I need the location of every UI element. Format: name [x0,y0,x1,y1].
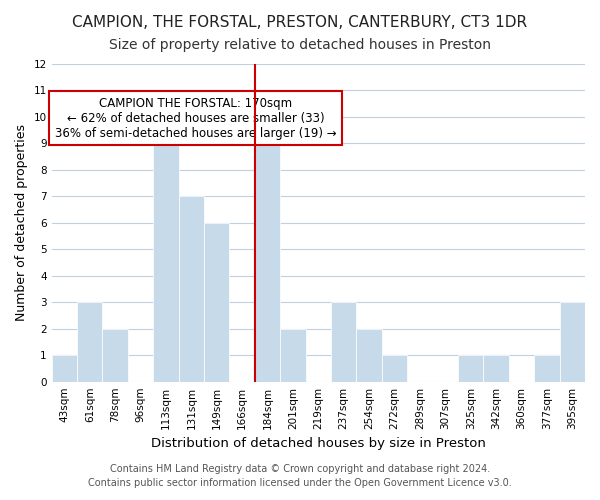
Bar [179,196,204,382]
Bar [77,302,103,382]
Text: CAMPION THE FORSTAL: 170sqm
← 62% of detached houses are smaller (33)
36% of sem: CAMPION THE FORSTAL: 170sqm ← 62% of det… [55,96,337,140]
Text: CAMPION, THE FORSTAL, PRESTON, CANTERBURY, CT3 1DR: CAMPION, THE FORSTAL, PRESTON, CANTERBUR… [73,15,527,30]
Y-axis label: Number of detached properties: Number of detached properties [15,124,28,322]
Bar [103,328,128,382]
Bar [204,223,229,382]
Bar [356,328,382,382]
Bar [255,117,280,382]
Text: Contains HM Land Registry data © Crown copyright and database right 2024.
Contai: Contains HM Land Registry data © Crown c… [88,464,512,487]
Bar [280,328,305,382]
Bar [52,355,77,382]
Bar [560,302,585,382]
Bar [534,355,560,382]
Bar [331,302,356,382]
Text: Size of property relative to detached houses in Preston: Size of property relative to detached ho… [109,38,491,52]
X-axis label: Distribution of detached houses by size in Preston: Distribution of detached houses by size … [151,437,486,450]
Bar [458,355,484,382]
Bar [382,355,407,382]
Bar [153,144,179,382]
Bar [484,355,509,382]
